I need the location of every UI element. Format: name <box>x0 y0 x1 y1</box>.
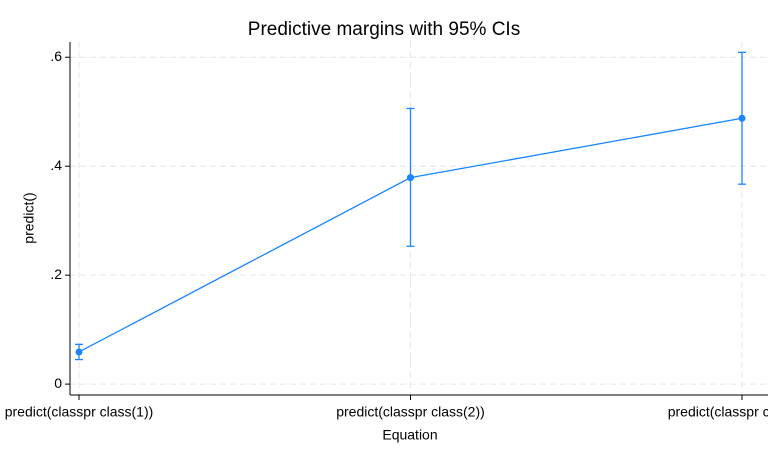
point <box>407 174 414 182</box>
chart-title: Predictive margins with 95% CIs <box>248 19 520 40</box>
y-tick-label: .2 <box>50 266 62 282</box>
y-tick-label: .4 <box>50 157 62 173</box>
x-tick-label: predict(classpr class(3)) <box>668 404 768 420</box>
x-tick-label: predict(classpr class(2)) <box>336 404 485 420</box>
y-tick-label: 0 <box>54 375 62 391</box>
x-axis-label: Equation <box>382 427 437 443</box>
point <box>75 348 83 356</box>
y-tick-label: .6 <box>50 48 62 64</box>
y-axis-label: predict() <box>21 192 37 243</box>
x-tick-label: predict(classpr class(1)) <box>5 404 154 420</box>
point <box>738 114 746 122</box>
